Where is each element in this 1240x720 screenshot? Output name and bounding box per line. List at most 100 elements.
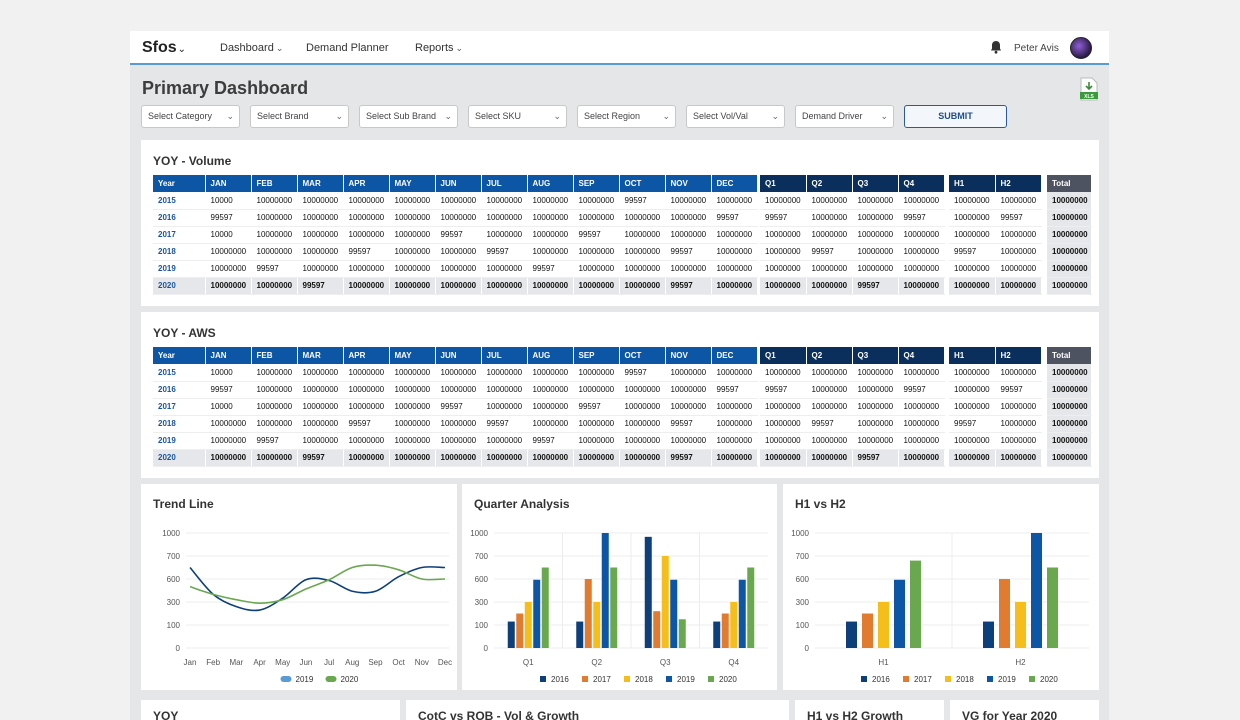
legend-swatch bbox=[708, 676, 714, 682]
table-row: 10000000 10000000 10000000 10000000 bbox=[760, 226, 945, 244]
table-row: 10000000 10000000 bbox=[949, 277, 1042, 295]
bell-icon[interactable] bbox=[990, 40, 1002, 54]
table-cell: 10000000 bbox=[343, 209, 390, 227]
user-name[interactable]: Peter Avis bbox=[1014, 43, 1059, 54]
table-cell: 10000 bbox=[205, 398, 252, 416]
filter-select-3[interactable]: Select SKU ⌄ bbox=[468, 105, 567, 128]
half-table: H1 H2 10000000 10000000 10000000 99597 1000000… bbox=[949, 347, 1042, 467]
filter-select-4[interactable]: Select Region ⌄ bbox=[577, 105, 676, 128]
table-cell: 99597 bbox=[343, 415, 390, 433]
table-cell: 10000000 bbox=[949, 398, 996, 416]
table-cell: 10000000 bbox=[573, 277, 620, 295]
table-cell: 99597 bbox=[760, 209, 807, 227]
table-cell: 10000000 bbox=[389, 226, 436, 244]
table-cell: 10000000 bbox=[435, 449, 482, 467]
table-cell: 10000000 bbox=[435, 277, 482, 295]
table-cell: 10000000 bbox=[251, 277, 298, 295]
year-cell: 2016 bbox=[153, 209, 206, 227]
column-header: Q4 bbox=[898, 175, 945, 192]
table-cell: 10000000 bbox=[205, 243, 252, 261]
nav-reports[interactable]: Reports ⌄ bbox=[415, 42, 464, 54]
y-tick-label: 700 bbox=[796, 552, 810, 561]
table-cell: 10000000 bbox=[297, 192, 344, 210]
filter-label: Select Sub Brand bbox=[366, 111, 437, 121]
column-header: MAR bbox=[297, 347, 344, 364]
table-row: 10000000 bbox=[1047, 192, 1092, 210]
y-tick-label: 1000 bbox=[791, 529, 809, 538]
avatar[interactable] bbox=[1070, 37, 1092, 59]
filter-select-1[interactable]: Select Brand ⌄ bbox=[250, 105, 349, 128]
table-cell: 10000000 bbox=[995, 192, 1042, 210]
table-cell: 10000000 bbox=[806, 226, 853, 244]
y-tick-label: 300 bbox=[475, 598, 489, 607]
column-header: H1 bbox=[949, 175, 996, 192]
table-cell: 10000000 bbox=[481, 449, 528, 467]
column-header: H1 bbox=[949, 347, 996, 364]
table-cell: 10000000 bbox=[435, 381, 482, 399]
year-cell: 2019 bbox=[153, 260, 206, 278]
table-cell: 10000000 bbox=[435, 432, 482, 450]
table-cell: 10000000 bbox=[205, 260, 252, 278]
column-header: JUL bbox=[481, 175, 528, 192]
table-cell: 10000000 bbox=[760, 415, 807, 433]
table-cell: 10000000 bbox=[527, 209, 574, 227]
table-cell: 10000000 bbox=[573, 381, 620, 399]
x-tick-label: Apr bbox=[253, 658, 266, 667]
table-cell: 10000000 bbox=[481, 364, 528, 382]
table-cell: 10000000 bbox=[806, 398, 853, 416]
x-tick-label: Aug bbox=[345, 658, 359, 667]
chevron-down-icon: ⌄ bbox=[553, 111, 561, 121]
nav-demand-planner[interactable]: Demand Planner bbox=[306, 42, 389, 54]
column-header: JUL bbox=[481, 347, 528, 364]
filter-select-6[interactable]: Demand Driver ⌄ bbox=[795, 105, 894, 128]
filter-select-2[interactable]: Select Sub Brand ⌄ bbox=[359, 105, 458, 128]
table-row: 10000000 10000000 bbox=[949, 398, 1042, 416]
x-tick-label: Feb bbox=[206, 658, 220, 667]
table-cell: 10000000 bbox=[898, 432, 945, 450]
filter-select-0[interactable]: Select Category ⌄ bbox=[141, 105, 240, 128]
table-cell: 10000000 bbox=[251, 415, 298, 433]
legend-swatch bbox=[1029, 676, 1035, 682]
table-cell: 99597 bbox=[949, 415, 996, 433]
table-cell: 10000000 bbox=[205, 415, 252, 433]
legend-swatch bbox=[540, 676, 546, 682]
submit-button[interactable]: SUBMIT bbox=[904, 105, 1007, 128]
table-row: 99597 10000000 10000000 99597 bbox=[760, 209, 945, 227]
app-window: Sfos⌄ Dashboard ⌄ Demand Planner Reports ⌄… bbox=[130, 31, 1109, 720]
filter-select-5[interactable]: Select Vol/Val ⌄ bbox=[686, 105, 785, 128]
table-cell: 10000000 bbox=[297, 381, 344, 399]
table-cell: 10000000 bbox=[806, 432, 853, 450]
table-cell: 10000000 bbox=[251, 398, 298, 416]
chevron-down-icon: ⌄ bbox=[275, 43, 284, 53]
series-line-2019 bbox=[189, 566, 446, 612]
nav-dashboard[interactable]: Dashboard ⌄ bbox=[220, 42, 284, 54]
xls-download-icon[interactable]: XLS bbox=[1079, 77, 1099, 101]
table-cell: 10000000 bbox=[619, 260, 666, 278]
table-row: 10000000 99597 10000000 10000000 bbox=[760, 243, 945, 261]
bar-2020-H2 bbox=[1047, 567, 1058, 648]
table-cell: 10000000 bbox=[481, 432, 528, 450]
table-cell: 10000 bbox=[205, 364, 252, 382]
table-cell: 10000000 bbox=[389, 260, 436, 278]
table-cell: 10000000 bbox=[481, 192, 528, 210]
table-cell: 10000000 bbox=[343, 381, 390, 399]
table-row: 2017 10000 10000000 10000000 10000000 1000000… bbox=[153, 226, 758, 244]
table-cell: 10000000 bbox=[435, 415, 482, 433]
table-row: 10000000 bbox=[1047, 381, 1092, 399]
table-cell: 99597 bbox=[619, 364, 666, 382]
table-cell: 10000000 bbox=[481, 260, 528, 278]
table-cell: 10000000 bbox=[898, 226, 945, 244]
table-cell: 10000000 bbox=[251, 381, 298, 399]
bar-2018-H2 bbox=[1015, 602, 1026, 648]
table-cell: 10000000 bbox=[711, 192, 758, 210]
column-header: SEP bbox=[573, 347, 620, 364]
app-logo[interactable]: Sfos⌄ bbox=[142, 39, 187, 56]
table-cell: 99597 bbox=[898, 381, 945, 399]
table-cell: 10000000 bbox=[898, 398, 945, 416]
table-cell: 99597 bbox=[297, 449, 344, 467]
total-cell: 10000000 bbox=[1047, 432, 1092, 450]
year-cell: 2018 bbox=[153, 243, 206, 261]
bar-2016-Q1 bbox=[507, 621, 515, 648]
column-header: Year bbox=[153, 347, 206, 364]
table-cell: 99597 bbox=[665, 277, 712, 295]
